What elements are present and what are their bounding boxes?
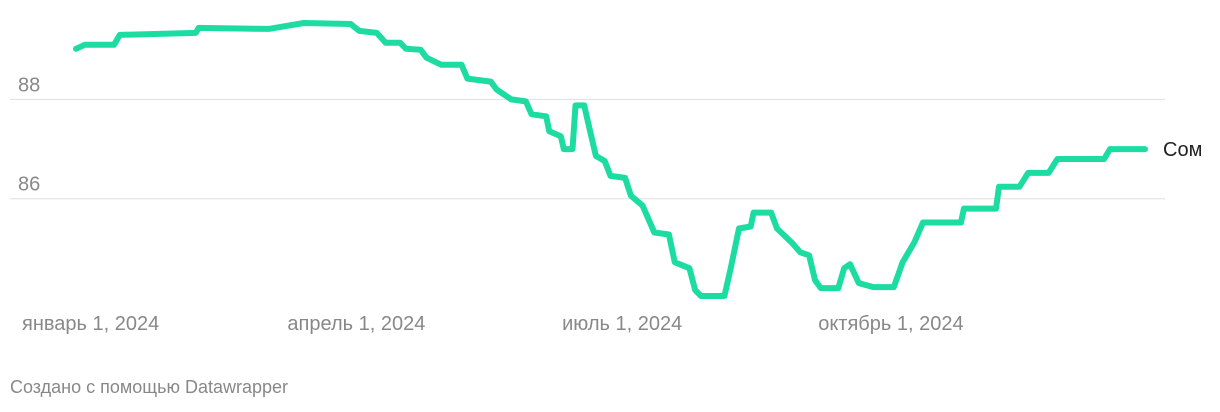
x-tick-label: июль 1, 2024 [562, 313, 682, 335]
y-tick-label: 86 [18, 174, 40, 196]
footer: Создано с помощью Datawrapper [10, 377, 288, 397]
x-tick-label: октябрь 1, 2024 [818, 313, 963, 335]
series-label: Сом [1163, 139, 1202, 161]
x-tick-label: январь 1, 2024 [22, 313, 159, 335]
y-tick-label: 88 [18, 74, 40, 96]
x-tick-label: апрель 1, 2024 [287, 313, 425, 335]
line [73, 20, 1148, 299]
